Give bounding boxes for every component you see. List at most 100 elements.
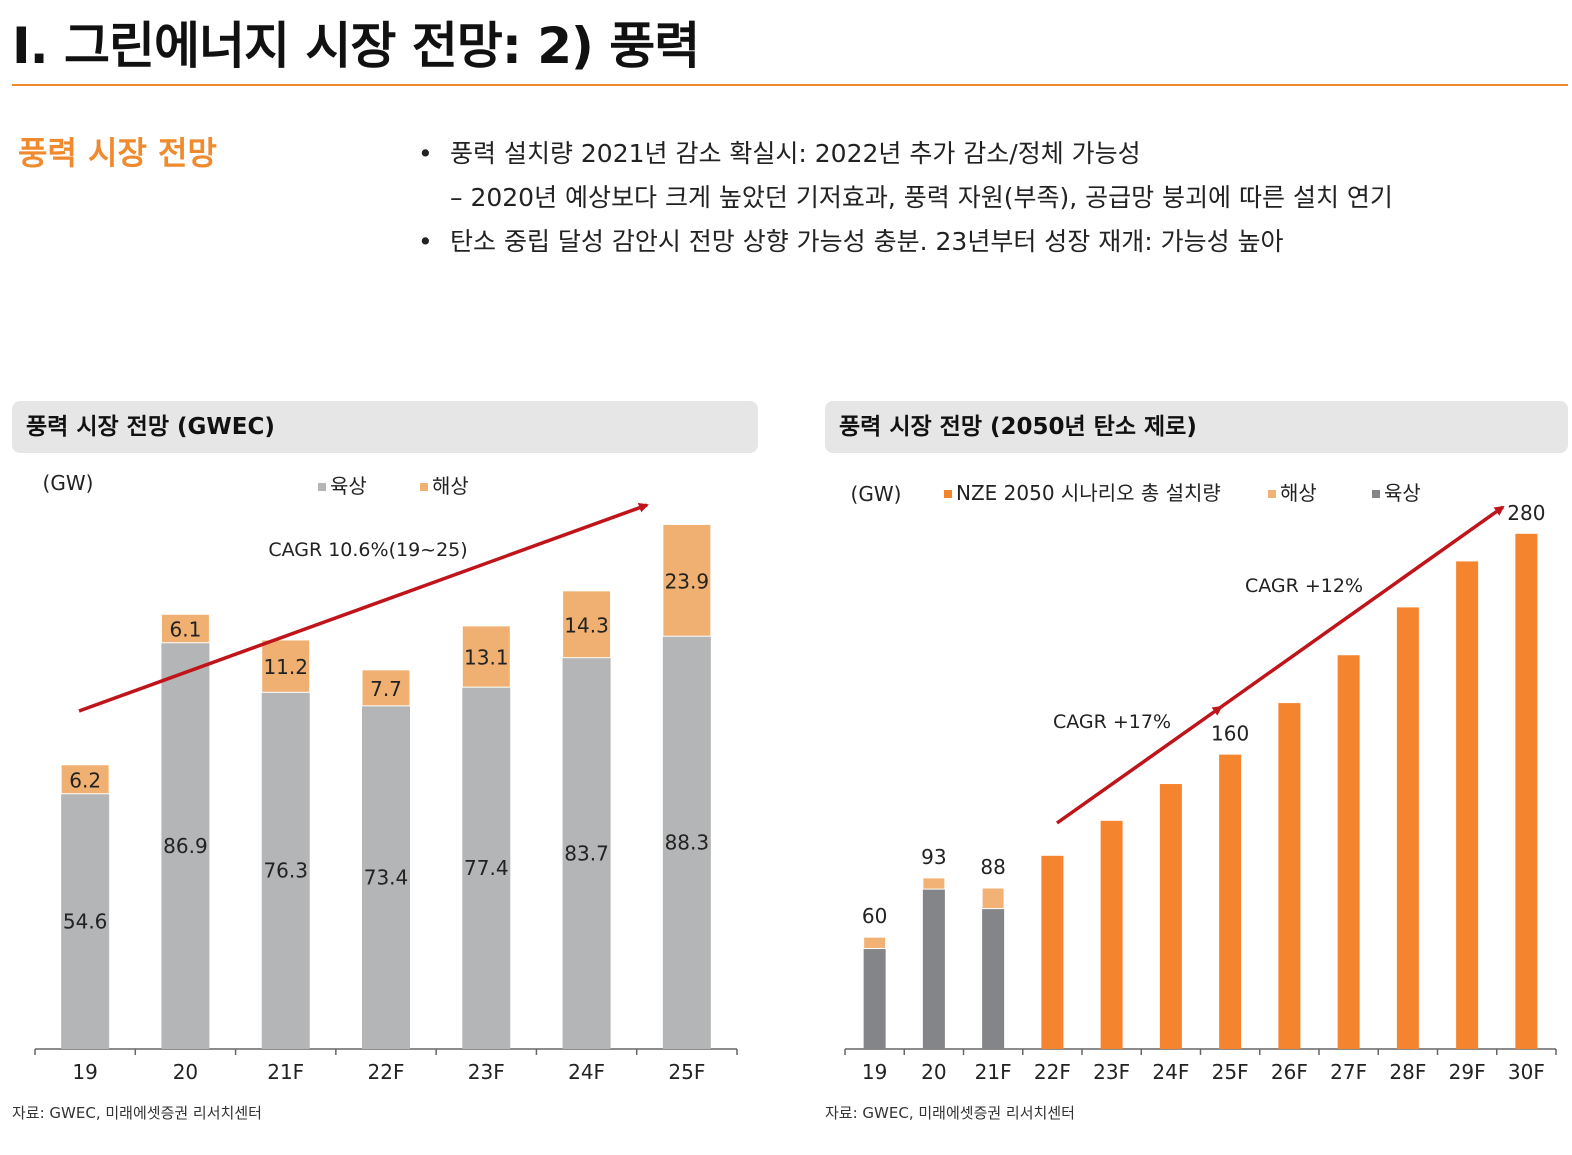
bar-offshore [662,523,712,637]
bar-onshore [922,889,945,1049]
data-label-offshore: 6.2 [69,768,101,792]
bar-offshore [361,669,411,707]
x-tick-label: 19 [862,1060,887,1084]
bar-onshore [161,642,210,1049]
bar-offshore [160,613,210,644]
x-tick-label: 24F [568,1060,605,1084]
bar-onshore [362,705,410,1049]
x-tick-label: 19 [72,1060,97,1084]
bar-nze-total [1100,820,1123,1049]
x-tick-label: 28F [1389,1060,1426,1084]
bar-nze-total [1456,561,1479,1049]
legend-offshore-right-swatch [1268,490,1276,498]
bar-offshore [981,887,1005,910]
x-tick-label: 21F [975,1060,1012,1084]
title-divider [12,84,1568,86]
chart-header-nze: 풍력 시장 전망 (2050년 탄소 제로) [825,401,1568,453]
x-tick-label: 26F [1271,1060,1308,1084]
data-label-offshore: 11.2 [263,655,308,679]
bar-offshore [461,625,511,688]
bullet-item: • 풍력 설치량 2021년 감소 확실시: 2022년 추가 감소/정체 가능성 [418,132,1393,176]
bar-offshore [922,877,946,890]
data-label-onshore: 77.4 [464,856,509,880]
x-tick-label: 20 [921,1060,946,1084]
x-tick-label: 25F [668,1060,705,1084]
bar-nze-total [1278,703,1301,1049]
unit-label-right: (GW) [851,482,902,506]
data-label-total: 93 [921,845,946,869]
bar-nze-total [1515,533,1538,1049]
legend-nze-swatch [944,490,952,498]
bar-onshore [462,687,511,1049]
section-label: 풍력 시장 전망 [18,134,217,172]
x-tick-label: 23F [1093,1060,1130,1084]
x-tick-label: 21F [267,1060,304,1084]
bullet-text: 풍력 설치량 2021년 감소 확실시: 2022년 추가 감소/정체 가능성 [450,139,1141,168]
legend-offshore-left-swatch [420,483,428,491]
cagr-annotation-12: CAGR +12% [1245,575,1363,597]
trend-arrow-right-1 [1055,705,1223,825]
bar-nze-total [1219,754,1242,1049]
cagr-annotation-17: CAGR +17% [1053,711,1171,733]
bar-nze-total [1396,607,1419,1049]
legend-nze-label: NZE 2050 시나리오 총 설치량 [956,481,1221,505]
bullet-subtext: – 2020년 예상보다 크게 높았던 기저효과, 풍력 자원(부족), 공급망… [450,183,1393,212]
data-label-total: 160 [1211,722,1249,746]
legend-onshore-left-swatch [318,483,326,491]
bar-nze-total [1159,784,1182,1049]
bar-offshore [562,590,612,659]
bar-offshore [863,936,887,950]
bar-onshore [982,908,1005,1049]
bullet-dot: • [418,227,433,256]
x-tick-label: 20 [173,1060,198,1084]
data-label-offshore: 14.3 [564,613,609,637]
legend-offshore-right-label: 해상 [1280,481,1317,505]
bar-nze-total [1337,655,1360,1049]
page-title: I. 그린에너지 시장 전망: 2) 풍력 [12,17,700,75]
bullet-dot: • [418,139,433,168]
bar-nze-total [1041,855,1064,1049]
legend-offshore-left-label: 해상 [432,474,469,498]
bar-onshore [662,636,711,1049]
x-tick-label: 23F [468,1060,505,1084]
trend-arrow-right-2 [1219,505,1505,709]
x-tick-label: 27F [1330,1060,1367,1084]
legend-onshore-left-label: 육상 [330,474,367,498]
cagr-annotation-left: CAGR 10.6%(19~25) [268,539,467,561]
bar-offshore [60,764,110,795]
bar-onshore [261,692,310,1049]
trend-arrow-left [78,503,649,713]
bar-offshore [261,639,311,693]
source-note-left: 자료: GWEC, 미래에셋증권 리서치센터 [12,1104,262,1122]
data-label-offshore: 23.9 [665,569,710,593]
bullet-text: 탄소 중립 달성 감안시 전망 상향 가능성 충분. 23년부터 성장 재개: … [450,227,1284,256]
data-label-total: 88 [980,855,1005,879]
data-label-onshore: 86.9 [163,834,208,858]
data-label-onshore: 76.3 [263,859,308,883]
bar-onshore [863,948,886,1049]
x-tick-label: 25F [1212,1060,1249,1084]
data-label-offshore: 13.1 [464,646,509,670]
x-tick-label: 22F [368,1060,405,1084]
legend-onshore-right-swatch [1372,490,1380,498]
data-label-total: 280 [1507,501,1545,525]
data-label-onshore: 73.4 [364,865,409,889]
data-label-onshore: 83.7 [564,841,609,865]
data-label-offshore: 6.1 [170,617,202,641]
bullet-list: • 풍력 설치량 2021년 감소 확실시: 2022년 추가 감소/정체 가능성… [418,132,1393,264]
x-tick-label: 22F [1034,1060,1071,1084]
bar-onshore [61,793,110,1049]
x-tick-label: 24F [1152,1060,1189,1084]
x-tick-label: 30F [1508,1060,1545,1084]
x-tick-label: 29F [1449,1060,1486,1084]
unit-label-left: (GW) [43,471,94,495]
source-note-right: 자료: GWEC, 미래에셋증권 리서치센터 [825,1104,1075,1122]
data-label-total: 60 [862,904,887,928]
chart-header-gwec: 풍력 시장 전망 (GWEC) [12,401,758,453]
data-label-onshore: 54.6 [63,909,108,933]
bar-onshore [562,657,611,1049]
data-label-offshore: 7.7 [370,677,402,701]
data-label-onshore: 88.3 [665,831,710,855]
bullet-item: • 탄소 중립 달성 감안시 전망 상향 가능성 충분. 23년부터 성장 재개:… [418,220,1393,264]
